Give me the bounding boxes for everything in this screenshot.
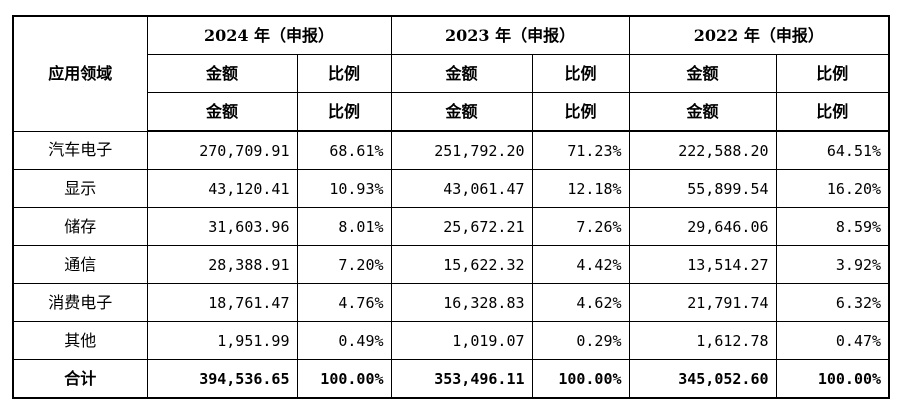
ratio-cell: 7.26% <box>531 207 630 246</box>
row-label: 显示 <box>12 169 148 208</box>
table-row: 通信 28,388.91 7.20% 15,622.32 4.42% 13,51… <box>12 245 890 284</box>
amount-cell: 1,951.99 <box>146 321 298 360</box>
total-amount-cell: 345,052.60 <box>628 359 777 399</box>
ratio-cell: 4.76% <box>296 283 392 322</box>
year-header-2024: 2024 年（申报） <box>146 15 392 55</box>
ratio-header: 比例 <box>296 92 392 132</box>
ratio-header: 比例 <box>531 54 630 93</box>
year-header-2022: 2022 年（申报） <box>628 15 890 55</box>
row-label: 汽车电子 <box>12 130 148 170</box>
amount-header: 金额 <box>146 92 298 132</box>
ratio-header: 比例 <box>775 54 890 93</box>
amount-cell: 43,120.41 <box>146 169 298 208</box>
total-amount-cell: 353,496.11 <box>390 359 533 399</box>
ratio-cell: 71.23% <box>531 130 630 170</box>
amount-cell: 21,791.74 <box>628 283 777 322</box>
amount-cell: 28,388.91 <box>146 245 298 284</box>
table-row: 其他 1,951.99 0.49% 1,019.07 0.29% 1,612.7… <box>12 321 890 360</box>
revenue-by-application-table: 应用领域 2024 年（申报） 2023 年（申报） 2022 年（申报） 金额… <box>12 15 891 399</box>
amount-header: 金额 <box>390 92 533 132</box>
corner-header: 应用领域 <box>12 15 148 132</box>
amount-header: 金额 <box>628 92 777 132</box>
table-row: 显示 43,120.41 10.93% 43,061.47 12.18% 55,… <box>12 169 890 208</box>
amount-cell: 13,514.27 <box>628 245 777 284</box>
ratio-cell: 7.20% <box>296 245 392 284</box>
ratio-cell: 4.42% <box>531 245 630 284</box>
ratio-cell: 12.18% <box>531 169 630 208</box>
ratio-cell: 0.49% <box>296 321 392 360</box>
ratio-cell: 64.51% <box>775 130 890 170</box>
amount-cell: 31,603.96 <box>146 207 298 246</box>
amount-cell: 15,622.32 <box>390 245 533 284</box>
total-row: 合计 394,536.65 100.00% 353,496.11 100.00%… <box>12 359 890 399</box>
total-ratio-cell: 100.00% <box>531 359 630 399</box>
header-row-subcolumns: 金额 比例 金额 比例 金额 比例 <box>13 54 890 93</box>
amount-cell: 25,672.21 <box>390 207 533 246</box>
row-label: 储存 <box>12 207 148 246</box>
ratio-cell: 0.47% <box>775 321 890 360</box>
amount-header: 金额 <box>390 54 533 93</box>
amount-cell: 1,612.78 <box>628 321 777 360</box>
table-row: 汽车电子 270,709.91 68.61% 251,792.20 71.23%… <box>12 130 890 170</box>
ratio-header: 比例 <box>775 92 890 132</box>
table-row: 消费电子 18,761.47 4.76% 16,328.83 4.62% 21,… <box>12 283 890 322</box>
amount-cell: 16,328.83 <box>390 283 533 322</box>
row-label: 消费电子 <box>12 283 148 322</box>
header-row-subcolumns-repeat: 金额 比例 金额 比例 金额 比例 <box>13 92 890 132</box>
ratio-cell: 4.62% <box>531 283 630 322</box>
header-row-years: 应用领域 2024 年（申报） 2023 年（申报） 2022 年（申报） <box>12 15 890 132</box>
total-amount-cell: 394,536.65 <box>146 359 298 399</box>
ratio-cell: 3.92% <box>775 245 890 284</box>
ratio-cell: 0.29% <box>531 321 630 360</box>
ratio-cell: 8.01% <box>296 207 392 246</box>
amount-cell: 43,061.47 <box>390 169 533 208</box>
ratio-cell: 68.61% <box>296 130 392 170</box>
row-label: 其他 <box>12 321 148 360</box>
row-label: 通信 <box>12 245 148 284</box>
total-ratio-cell: 100.00% <box>775 359 890 399</box>
amount-cell: 1,019.07 <box>390 321 533 360</box>
amount-header: 金额 <box>146 54 298 93</box>
ratio-header: 比例 <box>531 92 630 132</box>
amount-cell: 251,792.20 <box>390 130 533 170</box>
ratio-header: 比例 <box>296 54 392 93</box>
table-row: 储存 31,603.96 8.01% 25,672.21 7.26% 29,64… <box>12 207 890 246</box>
amount-cell: 55,899.54 <box>628 169 777 208</box>
amount-header: 金额 <box>628 54 777 93</box>
amount-cell: 222,588.20 <box>628 130 777 170</box>
total-ratio-cell: 100.00% <box>296 359 392 399</box>
amount-cell: 29,646.06 <box>628 207 777 246</box>
ratio-cell: 6.32% <box>775 283 890 322</box>
amount-cell: 18,761.47 <box>146 283 298 322</box>
year-header-2023: 2023 年（申报） <box>390 15 630 55</box>
ratio-cell: 8.59% <box>775 207 890 246</box>
ratio-cell: 16.20% <box>775 169 890 208</box>
total-label: 合计 <box>12 359 148 399</box>
revenue-by-application-table-container: 应用领域 2024 年（申报） 2023 年（申报） 2022 年（申报） 金额… <box>12 15 891 399</box>
amount-cell: 270,709.91 <box>146 130 298 170</box>
ratio-cell: 10.93% <box>296 169 392 208</box>
